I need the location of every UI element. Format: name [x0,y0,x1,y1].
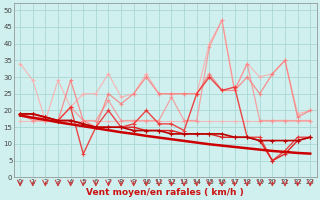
X-axis label: Vent moyen/en rafales ( km/h ): Vent moyen/en rafales ( km/h ) [86,188,244,197]
